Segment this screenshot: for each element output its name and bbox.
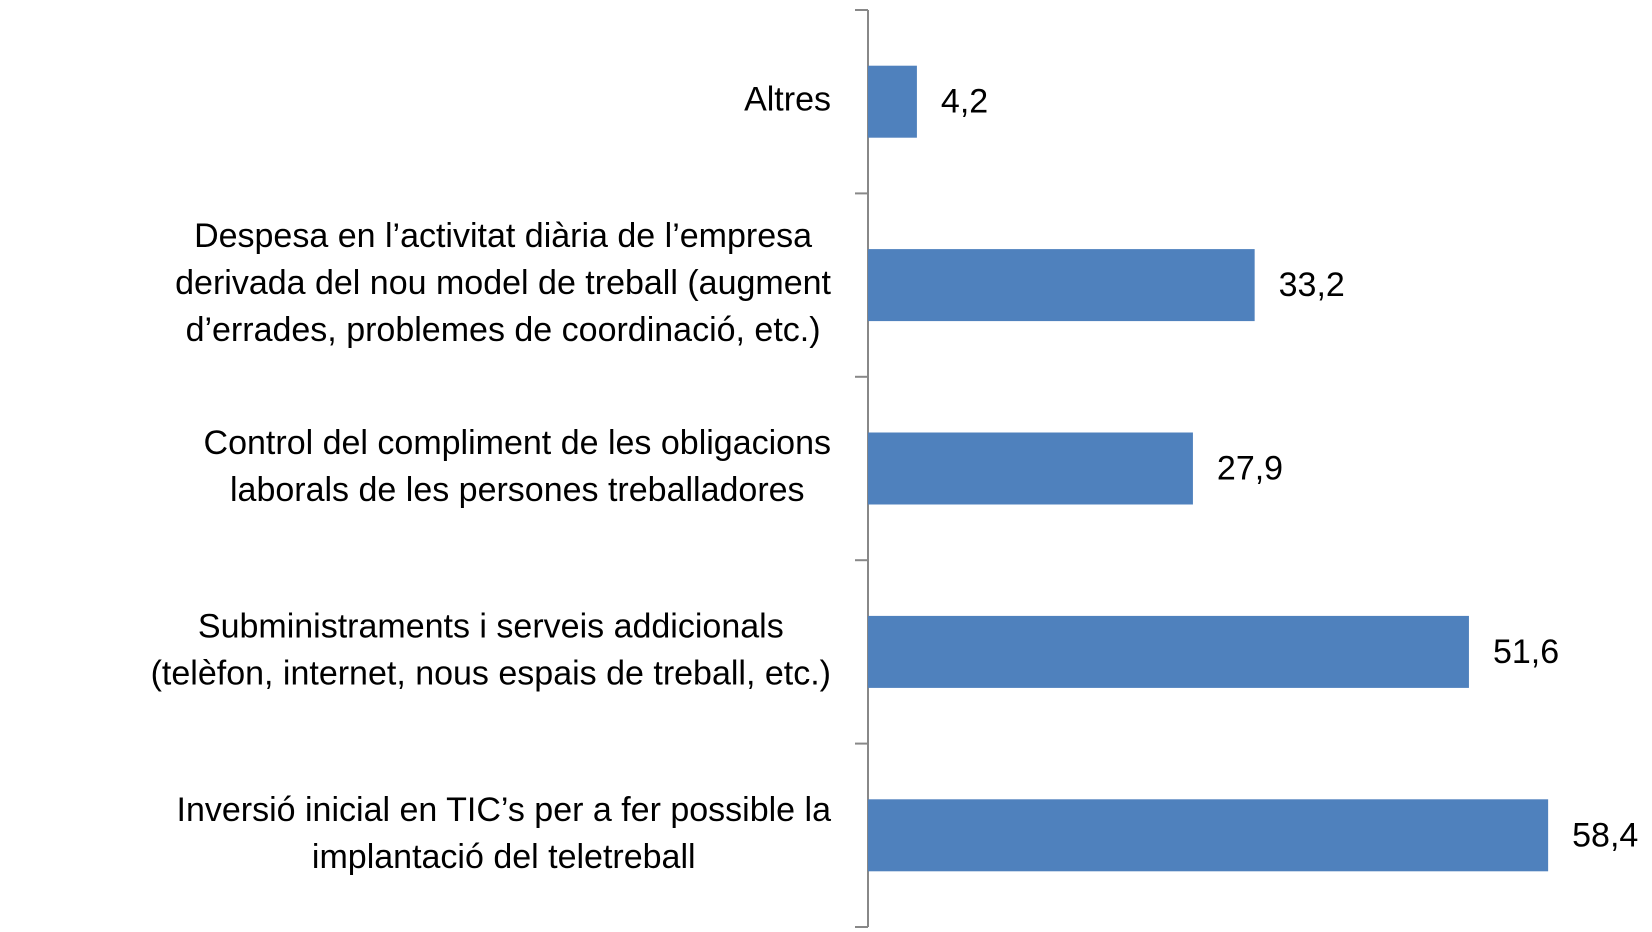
category-label: (telèfon, internet, nous espais de treba… — [151, 654, 831, 692]
bar — [868, 432, 1193, 505]
value-label: 58,4 — [1572, 816, 1638, 854]
category-label: Subministraments i serveis addicionals — [198, 607, 784, 645]
bar — [868, 799, 1549, 872]
category-label: Control del compliment de les obligacion… — [204, 424, 831, 462]
value-label: 33,2 — [1279, 266, 1345, 304]
value-label: 4,2 — [941, 83, 988, 121]
category-label: Despesa en l’activitat diària de l’empre… — [194, 217, 812, 255]
category-label: implantació del teletreball — [312, 838, 696, 876]
category-label: laborals de les persones treballadores — [230, 471, 805, 509]
category-label: Inversió inicial en TIC’s per a fer poss… — [177, 791, 832, 829]
category-label: d’errades, problemes de coordinació, etc… — [186, 311, 821, 349]
category-label: derivada del nou model de treball (augme… — [175, 264, 831, 302]
value-label: 51,6 — [1493, 633, 1559, 671]
category-label: Altres — [744, 81, 831, 119]
bar — [868, 65, 917, 138]
bar — [868, 615, 1469, 688]
bar — [868, 249, 1255, 322]
value-label: 27,9 — [1217, 449, 1283, 487]
